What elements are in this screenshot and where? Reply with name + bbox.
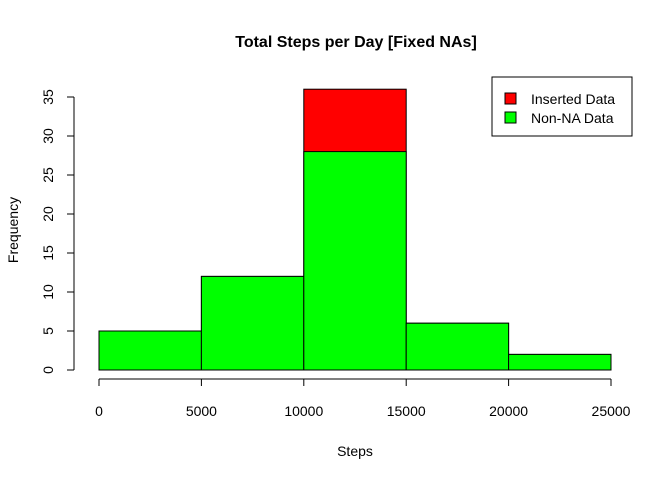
x-tick-label: 15000 <box>387 403 426 419</box>
x-tick-label: 5000 <box>186 403 217 419</box>
y-tick-label: 15 <box>40 245 56 261</box>
bar-non-na-2 <box>303 151 407 371</box>
x-axis-label: Steps <box>337 443 373 459</box>
legend: Inserted Data Non-NA Data <box>491 76 633 137</box>
x-tick-label: 10000 <box>284 403 323 419</box>
chart-title: Total Steps per Day [Fixed NAs] <box>235 34 477 51</box>
x-tick-label: 20000 <box>489 403 528 419</box>
bars-group <box>98 88 612 371</box>
bar-non-na-3 <box>405 322 510 371</box>
x-tick-label: 0 <box>95 403 103 419</box>
y-tick-label: 0 <box>40 366 56 374</box>
legend-swatch <box>504 92 517 105</box>
y-tick-label: 30 <box>40 128 56 144</box>
legend-label: Non-NA Data <box>531 110 614 126</box>
y-tick-label: 5 <box>40 327 56 335</box>
x-axis: 0 5000 10000 15000 20000 25000 <box>95 378 631 419</box>
y-axis: 0 5 10 15 20 25 30 35 <box>40 89 75 374</box>
legend-label: Inserted Data <box>531 91 615 107</box>
y-tick-label: 20 <box>40 206 56 222</box>
x-tick-label: 25000 <box>592 403 631 419</box>
bar-non-na-0 <box>98 330 202 371</box>
legend-box <box>491 76 633 137</box>
bar-non-na-4 <box>508 353 612 371</box>
legend-swatch <box>504 111 517 124</box>
bar-non-na-1 <box>200 275 305 371</box>
y-axis-label: Frequency <box>5 197 21 263</box>
y-tick-label: 10 <box>40 284 56 300</box>
y-tick-label: 35 <box>40 89 56 105</box>
y-tick-label: 25 <box>40 167 56 183</box>
